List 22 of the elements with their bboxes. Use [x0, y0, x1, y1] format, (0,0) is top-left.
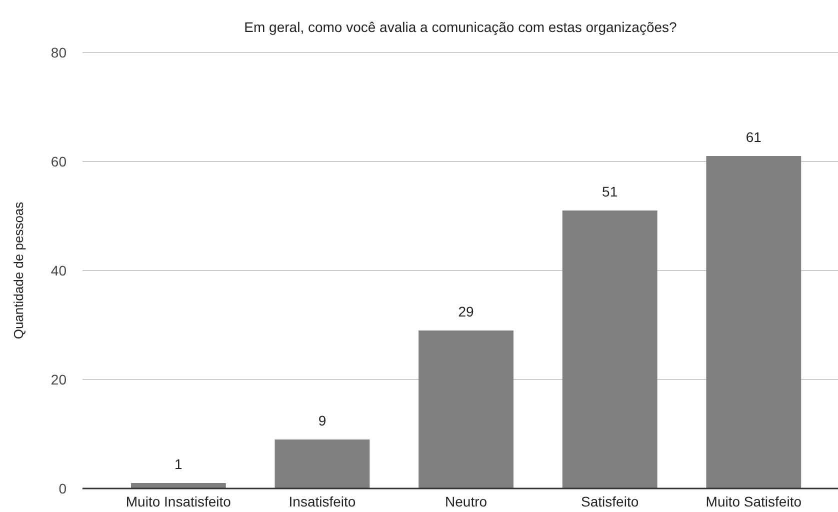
chart-title: Em geral, como você avalia a comunicação com estas organizações? — [244, 19, 678, 35]
x-tick-label: Muito Insatisfeito — [126, 494, 232, 510]
y-tick-label: 40 — [50, 262, 67, 278]
x-tick-label: Neutro — [445, 494, 488, 510]
bar — [562, 210, 658, 488]
y-tick-label: 60 — [50, 154, 67, 170]
y-axis-title: Quantidade de pessoas — [10, 201, 26, 340]
bar — [706, 156, 802, 488]
data-label: 9 — [318, 412, 326, 428]
data-label: 51 — [602, 184, 618, 200]
bar — [418, 330, 514, 488]
data-label: 1 — [174, 456, 183, 472]
y-tick-label: 80 — [50, 44, 67, 60]
y-tick-label: 20 — [50, 372, 67, 388]
y-tick-label: 0 — [58, 480, 67, 496]
bar — [130, 483, 226, 488]
x-tick-label: Insatisfeito — [288, 494, 356, 510]
data-label: 61 — [746, 129, 762, 146]
x-tick-label: Satisfeito — [581, 494, 639, 510]
bar — [274, 439, 370, 488]
x-tick-label: Muito Satisfeito — [706, 494, 802, 510]
data-label: 29 — [458, 303, 474, 320]
